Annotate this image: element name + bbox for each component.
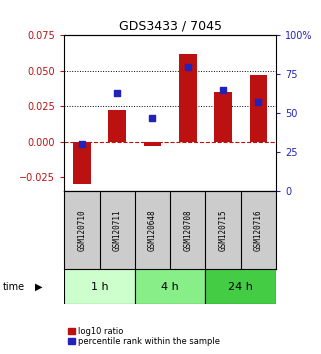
Text: GSM120711: GSM120711 (113, 209, 122, 251)
Bar (205, 269, 276, 304)
Bar (249, 75, 267, 142)
Text: ▶: ▶ (35, 282, 43, 292)
Point (150, 115, 155, 121)
Text: GSM120715: GSM120715 (219, 209, 228, 251)
Point (185, 64, 190, 69)
Bar (179, 54, 196, 142)
Legend: log10 ratio, percentile rank within the sample: log10 ratio, percentile rank within the … (68, 327, 221, 346)
Text: 24 h: 24 h (228, 282, 253, 292)
Point (79, 142, 84, 147)
Bar (135, 269, 205, 304)
Text: 1 h: 1 h (91, 282, 108, 292)
Title: GDS3433 / 7045: GDS3433 / 7045 (119, 20, 221, 33)
Point (256, 99, 261, 105)
Bar (108, 110, 126, 142)
Text: GSM120716: GSM120716 (254, 209, 263, 251)
Text: GSM120708: GSM120708 (183, 209, 192, 251)
Bar (143, 142, 161, 146)
Bar (64, 269, 135, 304)
Point (115, 90, 120, 96)
Text: 4 h: 4 h (161, 282, 179, 292)
Text: GSM120710: GSM120710 (77, 209, 86, 251)
Bar (73, 142, 91, 184)
Text: GSM120648: GSM120648 (148, 209, 157, 251)
Bar (214, 92, 232, 142)
Text: time: time (3, 282, 25, 292)
Point (221, 87, 226, 93)
